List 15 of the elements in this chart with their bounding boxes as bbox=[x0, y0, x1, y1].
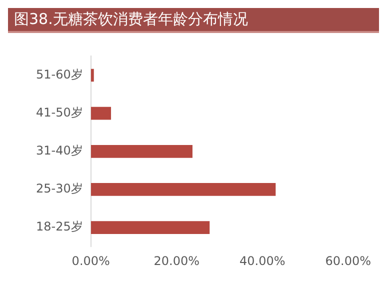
y-tick-label: 18-25岁 bbox=[36, 220, 83, 234]
y-tick-label: 51-60岁 bbox=[36, 67, 83, 82]
x-tick-label: 60.00% bbox=[325, 254, 372, 268]
x-tick-label: 20.00% bbox=[154, 254, 200, 268]
bar bbox=[90, 221, 210, 234]
chart-title: 图38.无糖茶饮消费者年龄分布情况 bbox=[8, 8, 379, 33]
bar bbox=[90, 68, 94, 82]
x-tick-label: 40.00% bbox=[239, 254, 286, 268]
x-tick-label: 0.00% bbox=[72, 254, 110, 268]
bar bbox=[90, 106, 112, 120]
y-tick-label: 25-30岁 bbox=[36, 182, 83, 196]
bar bbox=[90, 183, 276, 196]
y-tick-label: 41-50岁 bbox=[36, 105, 83, 120]
y-tick-label: 31-40岁 bbox=[36, 144, 83, 158]
bar bbox=[90, 144, 192, 158]
